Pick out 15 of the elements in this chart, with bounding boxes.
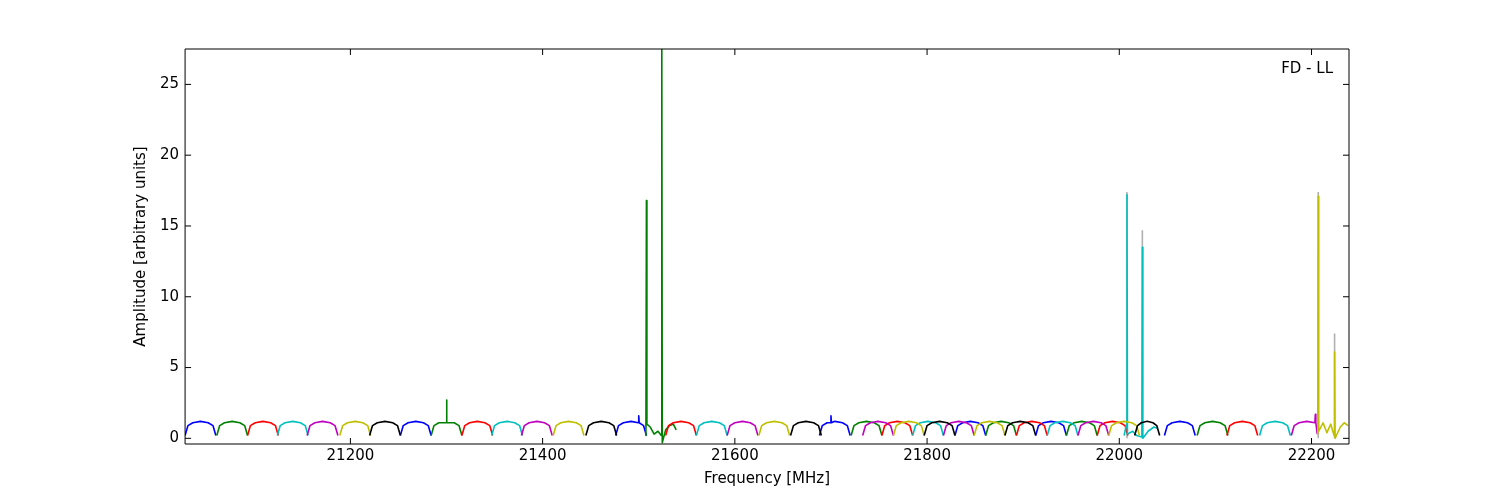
annotation: FD - LL (1281, 59, 1334, 78)
x-tick-label: 22000 (1095, 445, 1144, 464)
y-tick-label: 25 (159, 74, 180, 93)
x-tick-label: 21200 (326, 445, 375, 464)
x-tick-label: 21800 (903, 445, 951, 464)
x-tick-label: 21400 (518, 445, 567, 464)
y-tick-label: 0 (169, 428, 180, 447)
y-tick-label: 15 (159, 215, 180, 234)
y-tick-label: 5 (169, 357, 180, 376)
y-axis-title: Amplitude [arbitrary units] (130, 146, 149, 347)
x-tick-label: 21600 (710, 445, 759, 464)
x-tick-label: 22200 (1287, 445, 1336, 464)
x-axis-title: Frequency [MHz] (704, 468, 831, 487)
y-tick-label: 20 (159, 145, 180, 164)
y-tick-label: 10 (159, 286, 180, 305)
